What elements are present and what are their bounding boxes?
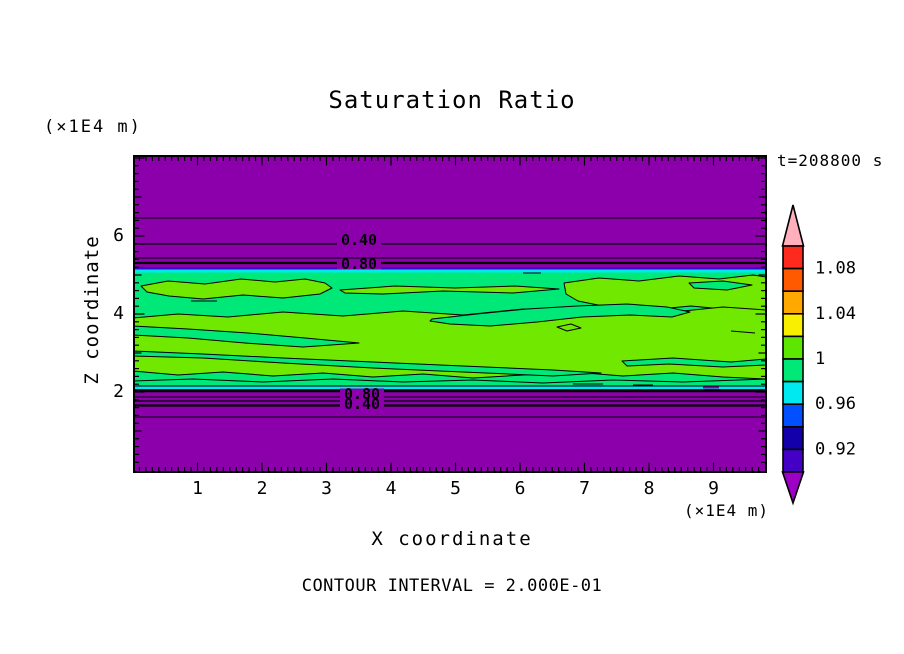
colorbar-above-range-arrow [781, 204, 805, 247]
contour-value-label: 0.40 [344, 395, 380, 413]
colorbar-segment [782, 448, 804, 473]
colorbar: 1.08 1.04 1 0.96 0.92 [781, 204, 856, 506]
colorbar-tick-label: 1 [815, 349, 825, 369]
x-tick-label: 6 [514, 478, 526, 499]
colorbar-segment [782, 290, 804, 315]
z-tick-label: 6 [113, 225, 124, 246]
colorbar-below-range-arrow [781, 471, 805, 506]
colorbar-tick-label: 0.96 [815, 394, 856, 414]
contour-value-label: 0.80 [341, 255, 377, 273]
colorbar-tick-label: 1.08 [815, 259, 856, 279]
caption-contour-interval: CONTOUR INTERVAL = 2.000E-01 [301, 576, 603, 596]
colorbar-tick-label: 0.92 [815, 439, 856, 459]
x-tick-label: 9 [708, 478, 719, 499]
x-tick-label: 5 [450, 478, 461, 499]
colorbar-segment [782, 245, 804, 270]
x-tick-label: 4 [385, 478, 397, 499]
page-title: Saturation Ratio [328, 86, 576, 114]
colorbar-segment [782, 380, 804, 406]
z-axis-unit-label: (×1E4 m) [44, 117, 142, 137]
contour-plot: 0.400.800.800.40 [133, 155, 767, 473]
x-tick-label: 1 [192, 478, 203, 499]
x-axis-label: X coordinate [371, 528, 533, 550]
x-tick-label: 8 [643, 478, 655, 499]
colorbar-segment [782, 335, 804, 360]
z-tick-label: 4 [113, 303, 124, 324]
colorbar-segment [782, 313, 804, 338]
x-tick-label: 7 [579, 478, 590, 499]
x-tick-label: 2 [256, 478, 268, 499]
colorbar-segment [782, 426, 804, 451]
z-tick-label: 2 [113, 381, 124, 402]
x-axis-unit-label: (×1E4 m) [684, 501, 770, 520]
colorbar-segment [782, 403, 804, 428]
colorbar-segment [782, 267, 804, 292]
colorbar-tick-label: 1.04 [815, 304, 856, 324]
contour-value-label: 0.40 [341, 231, 377, 249]
time-label: t=208800 s [777, 151, 884, 170]
contour-value-label: 0.80 [344, 385, 380, 403]
x-tick-label: 3 [321, 478, 332, 499]
colorbar-segment [782, 358, 804, 383]
